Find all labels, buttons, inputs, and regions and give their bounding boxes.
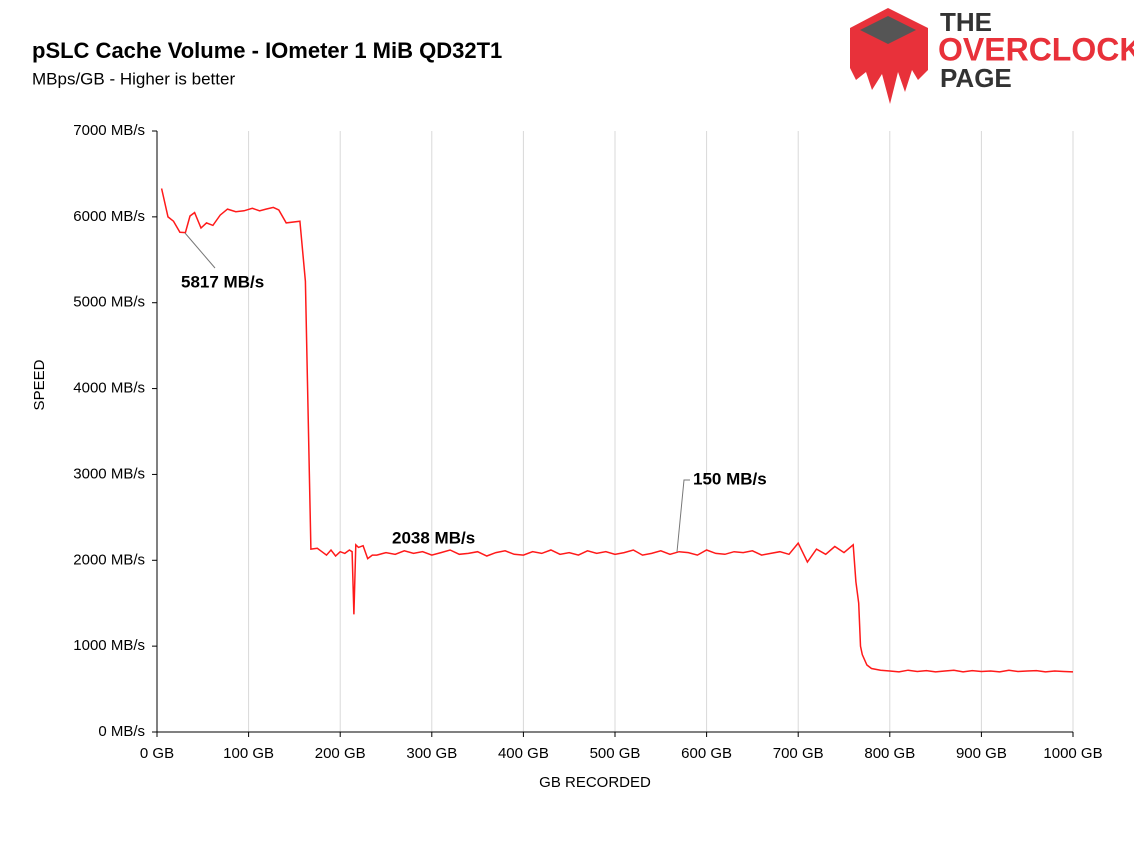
logo-text: OVERCLOCK <box>938 31 1134 67</box>
logo-text: THE <box>940 7 992 37</box>
x-axis-label: GB RECORDED <box>539 774 651 791</box>
y-tick-label: 1000 MB/s <box>73 637 145 654</box>
data-line <box>160 188 1074 673</box>
x-tick-label: 200 GB <box>315 745 366 762</box>
x-tick-label: 700 GB <box>773 745 824 762</box>
y-tick-label: 6000 MB/s <box>73 208 145 225</box>
y-tick-label: 0 MB/s <box>98 723 145 740</box>
x-tick-label: 600 GB <box>681 745 732 762</box>
y-tick-label: 5000 MB/s <box>73 294 145 311</box>
logo-chip <box>860 16 916 44</box>
annotation: 2038 MB/s <box>392 528 475 547</box>
x-tick-label: 800 GB <box>864 745 915 762</box>
y-tick-label: 2000 MB/s <box>73 551 145 568</box>
annotation-leader <box>184 232 216 269</box>
x-tick-label: 1000 GB <box>1043 745 1102 762</box>
y-axis-label: SPEED <box>31 359 48 410</box>
annotation: 150 MB/s <box>693 469 767 488</box>
x-tick-label: 0 GB <box>140 745 174 762</box>
chart-title: pSLC Cache Volume - IOmeter 1 MiB QD32T1 <box>32 38 502 63</box>
annotation: 5817 MB/s <box>181 272 264 291</box>
annotation-leader <box>676 479 690 553</box>
x-tick-label: 900 GB <box>956 745 1007 762</box>
x-tick-label: 300 GB <box>406 745 457 762</box>
x-tick-label: 100 GB <box>223 745 274 762</box>
x-tick-label: 500 GB <box>590 745 641 762</box>
x-tick-label: 400 GB <box>498 745 549 762</box>
y-tick-label: 3000 MB/s <box>73 465 145 482</box>
y-tick-label: 7000 MB/s <box>73 122 145 139</box>
logo: THE OVERCLOCK PAGE <box>850 7 1134 104</box>
chart-subtitle: MBps/GB - Higher is better <box>32 69 235 88</box>
logo-text: PAGE <box>940 63 1012 93</box>
y-tick-label: 4000 MB/s <box>73 380 145 397</box>
